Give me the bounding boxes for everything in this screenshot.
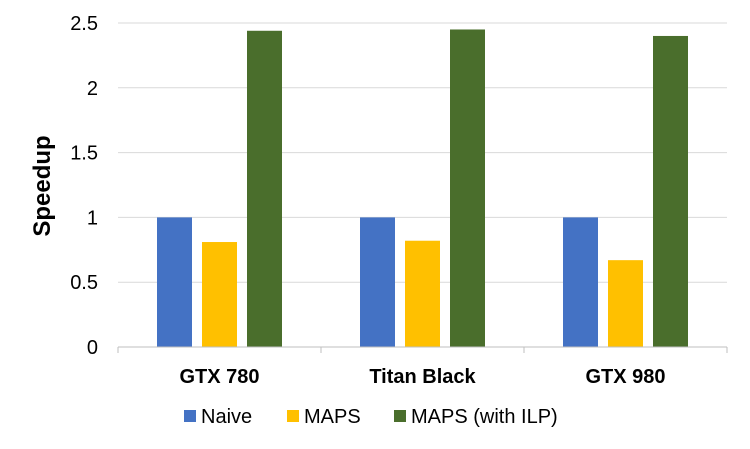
bar-naive-gtx-780 [157, 217, 192, 347]
bar-maps-with-ilp-titan-black [450, 29, 485, 347]
bar-maps-with-ilp-gtx-980 [653, 35, 688, 348]
legend-label: MAPS (with ILP) [411, 406, 558, 428]
legend-swatch [394, 410, 406, 422]
y-tick-labels: 0 0.5 1 1.5 2 2.5 [70, 13, 98, 359]
x-category-label: Titan Black [369, 366, 476, 388]
x-category-label: GTX 980 [585, 366, 665, 388]
legend-swatch [184, 410, 196, 422]
y-tick-label: 2 [87, 78, 98, 100]
y-tick-label: 1.5 [70, 143, 98, 165]
x-category-label: GTX 780 [179, 366, 259, 388]
bar-maps-gtx-980 [608, 260, 643, 347]
bar-maps-gtx-780 [202, 242, 237, 347]
legend: Naive MAPS MAPS (with ILP) [184, 406, 558, 428]
legend-label: Naive [201, 406, 252, 428]
y-tick-label: 1 [87, 207, 98, 229]
legend-swatch [287, 410, 299, 422]
axes [117, 346, 728, 353]
bar-marks [157, 29, 688, 348]
category-labels: GTX 780 Titan Black GTX 980 [179, 366, 665, 388]
bar-maps-titan-black [405, 240, 440, 347]
bar-naive-gtx-980 [563, 217, 598, 347]
bar-naive-titan-black [360, 217, 395, 347]
y-tick-label: 0 [87, 337, 98, 359]
y-tick-label: 2.5 [70, 13, 98, 35]
y-axis-title: Speedup [29, 135, 56, 236]
y-tick-label: 0.5 [70, 272, 98, 294]
legend-label: MAPS [304, 406, 361, 428]
bar-maps-with-ilp-gtx-780 [247, 30, 282, 347]
